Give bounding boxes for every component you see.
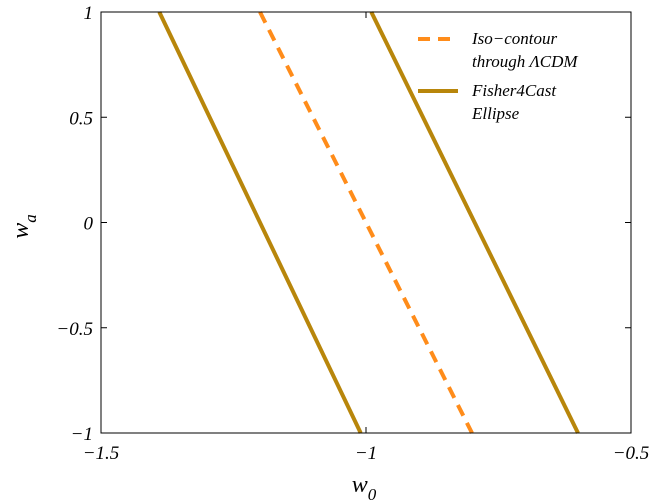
series-line-0	[258, 11, 474, 434]
y-axis-label-subscript: a	[21, 214, 40, 223]
y-tick-label: 0	[84, 214, 94, 235]
series-line-2	[369, 11, 580, 434]
x-tick-label: −0.5	[613, 443, 650, 464]
plot-frame	[100, 11, 632, 434]
x-tick-label: −1	[355, 443, 377, 464]
x-axis-label-base: w	[352, 472, 368, 498]
tick-layer: −1.5 −1 −0.5−1−0.500.51	[56, 3, 649, 464]
y-tick-label: −0.5	[56, 319, 93, 340]
x-axis-label-subscript: 0	[368, 485, 377, 503]
y-tick-label: 1	[84, 3, 94, 24]
y-tick-label: −1	[71, 424, 93, 445]
y-axis-label-base: w	[8, 223, 34, 239]
legend-label-0-0: Iso−contour	[471, 29, 558, 48]
y-axis-label: wa	[8, 214, 40, 239]
x-tick-label: −1.5	[83, 443, 120, 464]
legend-label-0-1: through ΛCDM	[472, 52, 578, 71]
series-line-1	[157, 11, 363, 434]
legend: Iso−contour through ΛCDM Fisher4Cast Ellips…	[418, 29, 578, 123]
series-layer	[157, 11, 580, 434]
y-tick-label: 0.5	[69, 108, 93, 129]
legend-label-1-0: Fisher4Cast	[471, 81, 557, 100]
x-axis-label: w0	[352, 472, 377, 503]
legend-label-1-1: Ellipse	[471, 104, 520, 123]
